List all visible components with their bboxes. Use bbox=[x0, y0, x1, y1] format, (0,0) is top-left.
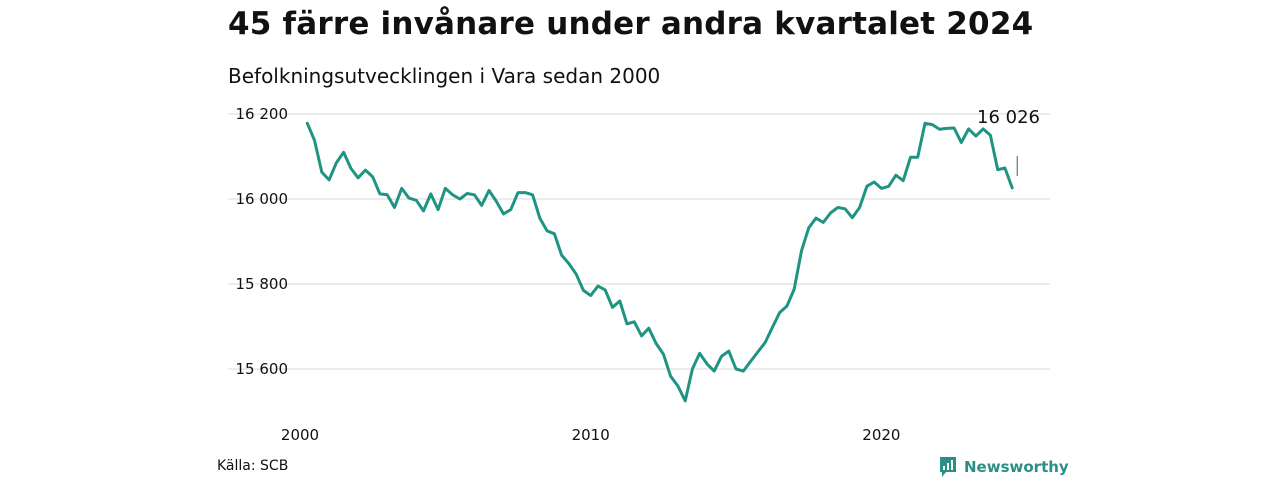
newsworthy-logo-icon bbox=[940, 457, 956, 477]
y-axis-ticks: 15 600 15 800 16 000 16 200 bbox=[236, 105, 289, 378]
y-tick-label: 15 600 bbox=[236, 360, 289, 378]
series-line bbox=[305, 121, 1014, 403]
chart-subtitle: Befolkningsutvecklingen i Vara sedan 200… bbox=[228, 64, 661, 88]
x-tick-label: 2000 bbox=[281, 426, 319, 444]
brand-name: Newsworthy bbox=[964, 458, 1069, 476]
y-tick-label: 16 000 bbox=[236, 190, 289, 208]
brand-logo: Newsworthy bbox=[938, 456, 1069, 478]
annotation-layer: 16 026 bbox=[977, 107, 1040, 176]
series-layer bbox=[305, 121, 1014, 403]
x-tick-label: 2010 bbox=[572, 426, 610, 444]
y-tick-label: 16 200 bbox=[236, 105, 289, 123]
x-tick-label: 2020 bbox=[862, 426, 900, 444]
grid-lines bbox=[228, 113, 1050, 370]
source-note: Källa: SCB bbox=[217, 458, 289, 474]
annotation-label: 16 026 bbox=[977, 107, 1040, 128]
chart-title: 45 färre invånare under andra kvartalet … bbox=[228, 6, 1034, 42]
x-axis-ticks: 2000 2010 2020 bbox=[281, 426, 901, 444]
y-tick-label: 15 800 bbox=[236, 275, 289, 293]
